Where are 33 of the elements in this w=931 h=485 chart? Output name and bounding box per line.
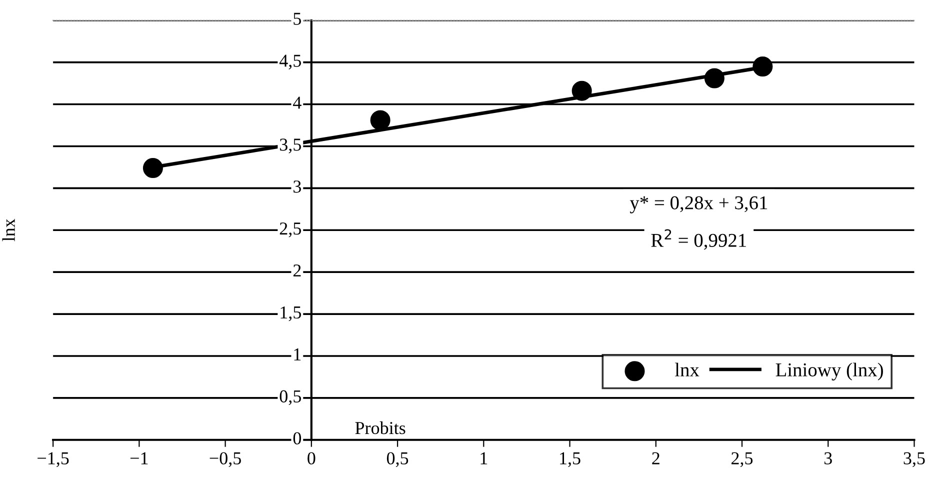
y-tick-label: 2 xyxy=(293,264,301,276)
x-tick-label: 0 xyxy=(308,452,316,464)
point xyxy=(704,68,724,88)
y-tick-label: 3 xyxy=(294,180,301,193)
point xyxy=(142,158,163,178)
x-tick-label: 1,5 xyxy=(560,452,580,468)
x-tick-label: −1,5 xyxy=(38,452,69,468)
x-tick-label: 2,5 xyxy=(732,452,753,468)
x-tick-label: 0,5 xyxy=(386,452,408,468)
y-tick-label: 4 xyxy=(293,96,302,109)
annotation: y* = 0,28x + 3,61 xyxy=(630,196,768,214)
point xyxy=(370,110,390,130)
y-tick-label: 1,5 xyxy=(280,306,301,322)
legend-label: Liniowy (lnx) xyxy=(776,362,883,380)
x-tick-label: 2 xyxy=(652,452,660,464)
x-tick-label: −1 xyxy=(130,452,148,464)
y-tick-label: 0,5 xyxy=(280,390,301,406)
x-tick-label: 3,5 xyxy=(904,452,925,468)
y-tick-label: 0 xyxy=(293,432,302,444)
x-tick-label: 3 xyxy=(824,452,832,464)
y-tick-label: 1 xyxy=(294,348,301,360)
x-axis-title: Probits xyxy=(355,421,406,434)
y-tick-label: 5 xyxy=(294,12,301,25)
point xyxy=(752,56,773,77)
point xyxy=(572,80,592,101)
legend-label: lnx xyxy=(674,362,700,376)
x-tick-label: 1 xyxy=(480,452,488,464)
y-axis-title: lnx xyxy=(2,218,15,242)
annotation: R$^{2}$ = 0,9921 xyxy=(651,229,746,250)
y-tick-label: 3,5 xyxy=(280,138,301,154)
y-tick-label: 2,5 xyxy=(280,222,301,238)
x-tick-label: −0,5 xyxy=(210,452,241,468)
y-tick-label: 4,5 xyxy=(279,54,301,70)
